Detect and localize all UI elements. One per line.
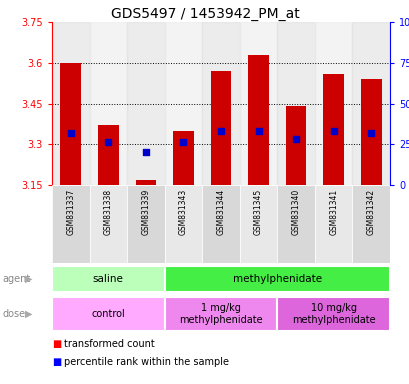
Bar xyxy=(164,185,202,263)
Bar xyxy=(276,297,389,331)
Text: GSM831338: GSM831338 xyxy=(103,189,112,235)
Point xyxy=(330,127,336,134)
Text: GSM831337: GSM831337 xyxy=(66,189,75,235)
Point xyxy=(67,130,74,136)
Point xyxy=(292,136,299,142)
Text: ▶: ▶ xyxy=(25,274,33,284)
Text: GSM831343: GSM831343 xyxy=(178,189,187,235)
Text: GDS5497 / 1453942_PM_at: GDS5497 / 1453942_PM_at xyxy=(110,7,299,21)
Bar xyxy=(202,185,239,263)
Bar xyxy=(360,79,381,185)
Text: 10 mg/kg
methylphenidate: 10 mg/kg methylphenidate xyxy=(291,303,375,325)
Text: GSM831339: GSM831339 xyxy=(141,189,150,235)
Text: transformed count: transformed count xyxy=(64,339,155,349)
Bar xyxy=(164,22,202,185)
Point xyxy=(105,139,111,145)
Bar xyxy=(247,55,268,185)
Bar xyxy=(52,266,164,293)
Bar xyxy=(127,185,164,263)
Text: GSM831342: GSM831342 xyxy=(366,189,375,235)
Text: dose: dose xyxy=(2,309,25,319)
Bar xyxy=(98,125,118,185)
Text: GSM831341: GSM831341 xyxy=(328,189,337,235)
Point xyxy=(217,127,224,134)
Bar xyxy=(52,185,89,263)
Text: percentile rank within the sample: percentile rank within the sample xyxy=(64,357,229,367)
Bar xyxy=(135,180,156,185)
Bar xyxy=(323,74,343,185)
Bar xyxy=(276,185,314,263)
Bar xyxy=(352,185,389,263)
Bar xyxy=(314,22,352,185)
Text: GSM831345: GSM831345 xyxy=(254,189,263,235)
Bar xyxy=(52,22,89,185)
Text: methylphenidate: methylphenidate xyxy=(232,274,321,284)
Bar xyxy=(52,297,164,331)
Bar xyxy=(164,266,389,293)
Bar xyxy=(285,106,306,185)
Point xyxy=(180,139,186,145)
Bar xyxy=(89,22,127,185)
Bar xyxy=(202,22,239,185)
Text: ▶: ▶ xyxy=(25,309,33,319)
Text: ■: ■ xyxy=(52,357,61,367)
Text: saline: saline xyxy=(93,274,124,284)
Bar xyxy=(239,185,276,263)
Bar xyxy=(352,22,389,185)
Bar xyxy=(239,22,276,185)
Text: 1 mg/kg
methylphenidate: 1 mg/kg methylphenidate xyxy=(179,303,262,325)
Point xyxy=(255,127,261,134)
Bar xyxy=(89,185,127,263)
Text: GSM831340: GSM831340 xyxy=(291,189,300,235)
Bar xyxy=(173,131,193,185)
Text: control: control xyxy=(91,309,125,319)
Bar xyxy=(276,22,314,185)
Bar xyxy=(60,63,81,185)
Bar xyxy=(164,297,276,331)
Text: GSM831344: GSM831344 xyxy=(216,189,225,235)
Point xyxy=(367,130,373,136)
Text: ■: ■ xyxy=(52,339,61,349)
Bar xyxy=(210,71,231,185)
Bar xyxy=(127,22,164,185)
Text: agent: agent xyxy=(2,274,30,284)
Bar xyxy=(314,185,352,263)
Point xyxy=(142,149,149,156)
